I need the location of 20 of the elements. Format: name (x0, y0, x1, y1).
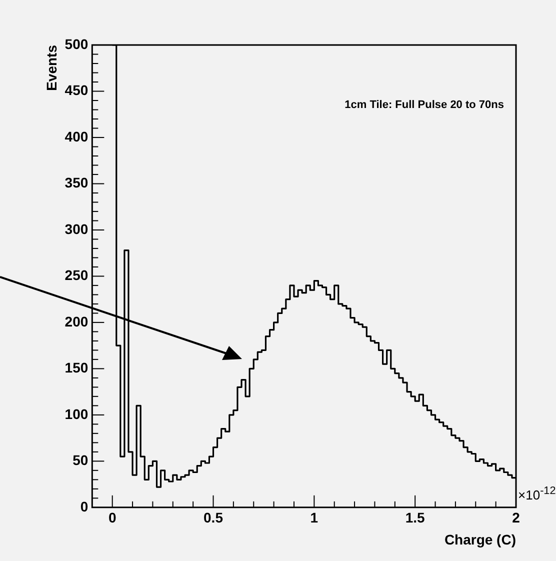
x-tick-label: 1 (310, 510, 318, 526)
y-tick-label: 300 (64, 220, 88, 237)
y-tick-label: 500 (64, 36, 88, 52)
y-axis-title: Events (43, 44, 60, 91)
y-tick-label: 200 (64, 313, 88, 330)
x-tick-label: 0 (108, 510, 116, 526)
y-tick-label: 400 (64, 128, 88, 144)
x-tick-label: 2 (512, 510, 520, 526)
y-tick-label: 150 (64, 360, 88, 376)
text: ×10$^{-12}$ (518, 485, 556, 503)
y-tick-label: 350 (64, 174, 88, 191)
annotation: 1cm Tile: Full Pulse 20 to 70ns (344, 99, 504, 112)
y-tick-label: 0 (80, 498, 88, 514)
x-tick-label: 0.5 (204, 510, 224, 526)
y-tick-label: 250 (64, 267, 88, 284)
y-tick-label: 50 (72, 452, 88, 468)
y-tick-label: 450 (64, 82, 88, 98)
x-axis-title: Charge (C) (444, 531, 516, 548)
y-tick-label: 100 (64, 406, 88, 422)
x-tick-label: 1.5 (405, 510, 426, 526)
